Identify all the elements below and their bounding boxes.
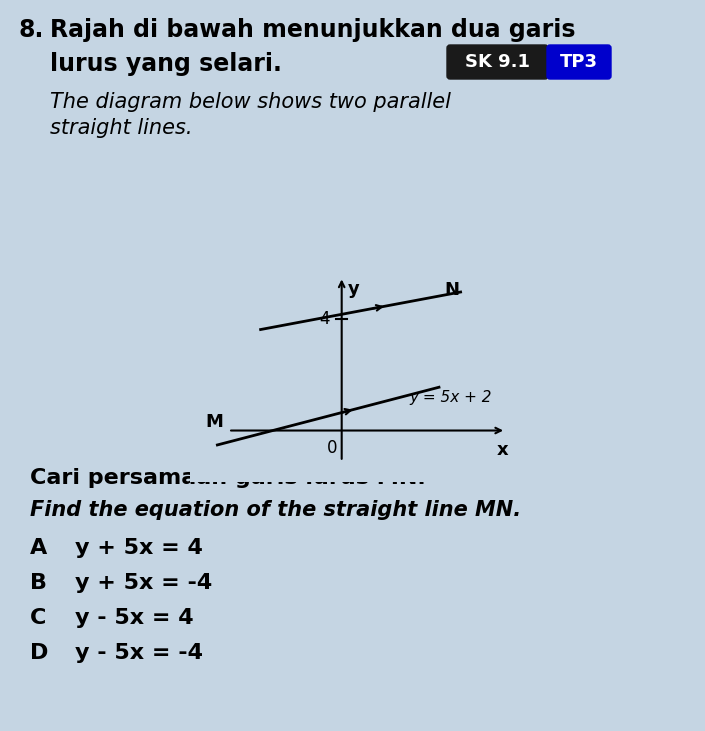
- Text: SK 9.1: SK 9.1: [465, 53, 530, 71]
- Text: B: B: [30, 573, 47, 593]
- Text: y - 5x = 4: y - 5x = 4: [75, 608, 194, 628]
- FancyBboxPatch shape: [547, 45, 611, 79]
- Text: D: D: [30, 643, 49, 663]
- Text: N: N: [444, 281, 460, 299]
- Text: 0: 0: [326, 439, 337, 457]
- Text: 8.: 8.: [18, 18, 44, 42]
- Text: Cari persamaan garis lurus MN.: Cari persamaan garis lurus MN.: [30, 468, 426, 488]
- Text: y - 5x = -4: y - 5x = -4: [75, 643, 203, 663]
- Text: y: y: [348, 280, 360, 298]
- Text: 4: 4: [319, 311, 330, 328]
- Text: A: A: [30, 538, 47, 558]
- Text: Rajah di bawah menunjukkan dua garis: Rajah di bawah menunjukkan dua garis: [50, 18, 575, 42]
- Polygon shape: [545, 48, 555, 76]
- Text: y = 5x + 2: y = 5x + 2: [409, 390, 492, 405]
- FancyBboxPatch shape: [447, 45, 548, 79]
- Text: y + 5x = -4: y + 5x = -4: [75, 573, 212, 593]
- Text: lurus yang selari.: lurus yang selari.: [50, 52, 282, 76]
- Text: x: x: [497, 441, 508, 458]
- Text: M: M: [205, 413, 223, 431]
- Text: straight lines.: straight lines.: [50, 118, 192, 138]
- Text: y + 5x = 4: y + 5x = 4: [75, 538, 203, 558]
- Text: Find the equation of the straight line MN.: Find the equation of the straight line M…: [30, 500, 521, 520]
- Text: The diagram below shows two parallel: The diagram below shows two parallel: [50, 92, 451, 112]
- Text: C: C: [30, 608, 47, 628]
- Text: TP3: TP3: [560, 53, 598, 71]
